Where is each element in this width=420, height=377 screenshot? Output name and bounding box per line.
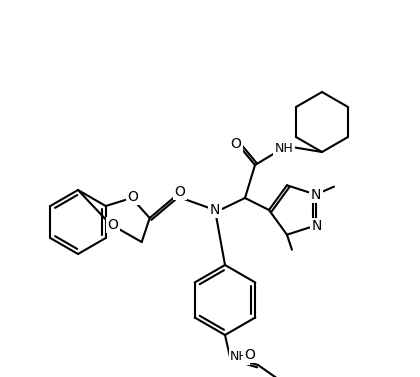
Text: O: O	[231, 137, 241, 151]
Text: N: N	[311, 188, 321, 202]
Text: N: N	[312, 219, 322, 233]
Text: O: O	[174, 185, 185, 199]
Text: NH: NH	[275, 141, 294, 155]
Text: O: O	[244, 348, 255, 362]
Text: NH: NH	[230, 351, 249, 363]
Text: O: O	[108, 218, 118, 232]
Text: O: O	[127, 190, 138, 204]
Text: N: N	[210, 203, 220, 217]
